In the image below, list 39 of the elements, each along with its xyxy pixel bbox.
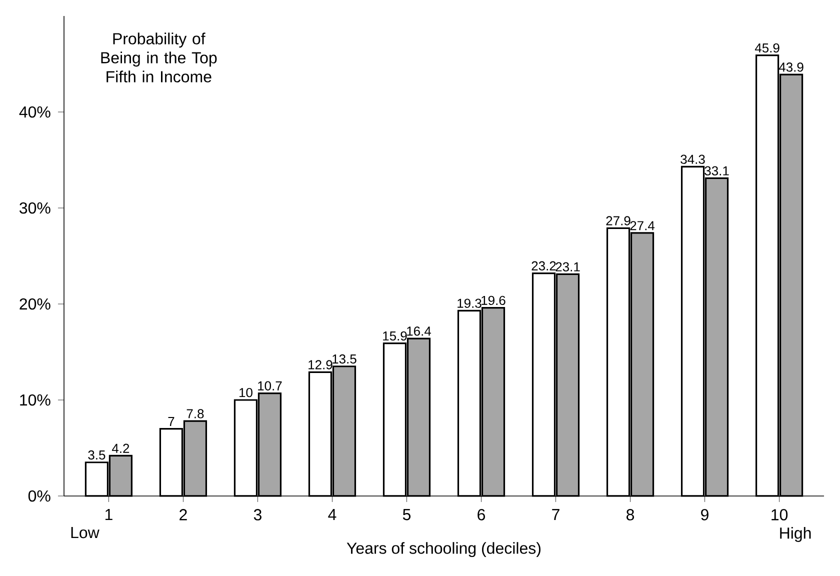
- data-label: 33.1: [704, 166, 729, 176]
- y-tick-label: 10%: [20, 394, 50, 406]
- y-tick-label: 20%: [20, 298, 50, 310]
- x-tick-label: 4: [328, 509, 336, 520]
- x-tick-label: 2: [180, 509, 187, 520]
- x-tick-label: 10: [772, 509, 788, 520]
- x-tick-label: 8: [626, 509, 634, 520]
- x-axis-title: Years of schooling (deciles): [346, 542, 540, 558]
- data-label: 7.8: [186, 409, 204, 418]
- x-tick-label: 6: [478, 509, 485, 520]
- data-label: 7: [168, 417, 174, 426]
- x-tick-label: 1: [105, 509, 112, 520]
- text: Probability of Being in the Top Fifth in Income: [101, 32, 217, 82]
- data-label: 15.9: [383, 331, 407, 341]
- data-label: 3.5: [88, 450, 106, 460]
- text: High: [780, 527, 811, 542]
- data-label: 10: [240, 388, 252, 398]
- data-label: 23.2: [532, 261, 556, 270]
- data-label: 13.5: [332, 354, 356, 364]
- data-label: 23.1: [556, 262, 580, 272]
- y-tick-label: 40%: [19, 106, 50, 118]
- data-label: 27.9: [606, 216, 630, 226]
- text: Low: [71, 527, 100, 538]
- data-label: 12.9: [308, 360, 332, 370]
- data-label: 45.9: [754, 43, 780, 53]
- data-label: 16.4: [407, 326, 431, 336]
- y-tick-label: 0%: [28, 490, 50, 502]
- x-tick-label: 3: [254, 509, 262, 520]
- y-tick-label: 30%: [20, 202, 50, 214]
- x-tick-label: 9: [701, 509, 708, 520]
- data-label: 34.3: [680, 154, 705, 164]
- data-label: 19.6: [482, 296, 506, 306]
- data-label: 27.4: [630, 221, 655, 230]
- data-label: 10.7: [258, 381, 282, 390]
- data-label: 19.3: [458, 298, 482, 308]
- x-tick-label: 5: [402, 509, 411, 520]
- data-label: 4.2: [112, 444, 130, 453]
- x-tick-label: 7: [552, 509, 560, 520]
- data-label: 43.9: [778, 62, 804, 72]
